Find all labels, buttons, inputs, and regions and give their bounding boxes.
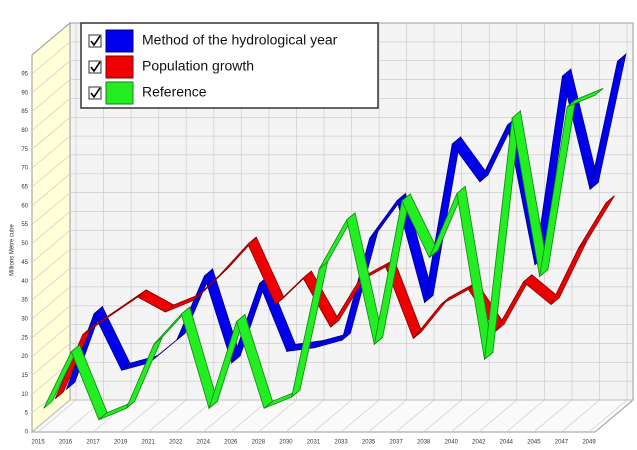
- x-tick-label: 2040: [445, 440, 459, 446]
- y-tick-label: 75: [21, 147, 28, 153]
- y-tick-label: 30: [21, 316, 28, 322]
- grid-line-vertical: [506, 23, 545, 433]
- grid-line: [31, 154, 633, 188]
- y-tick-label: 40: [21, 279, 28, 285]
- grid-line-vertical: [258, 23, 297, 433]
- y-tick-label: 90: [21, 90, 28, 96]
- ribbon-segment: [566, 88, 604, 108]
- grid-line-vertical: [313, 23, 352, 433]
- grid-line: [31, 399, 633, 433]
- y-tick-label: 60: [21, 203, 28, 209]
- y-tick-label: 50: [21, 241, 28, 247]
- grid-line-vertical: [120, 23, 160, 433]
- grid-line-vertical: [285, 23, 325, 433]
- x-tick-label: 2038: [417, 440, 431, 446]
- y-tick-label: 70: [21, 166, 28, 172]
- legend-label: Reference: [142, 84, 207, 100]
- x-tick-label: 2021: [142, 440, 156, 446]
- x-tick-label: 2037: [389, 440, 403, 446]
- y-tick-label: 95: [21, 71, 28, 77]
- legend-label: Population growth: [142, 58, 254, 74]
- legend-check: [90, 35, 101, 47]
- x-tick-label: 2022: [169, 440, 183, 446]
- y-tick-label: 15: [21, 373, 28, 379]
- grid-line: [31, 41, 633, 75]
- grid-line: [31, 248, 633, 282]
- legend-swatch: [105, 29, 134, 53]
- legend-label: Method of the hydrological year: [142, 32, 338, 48]
- ribbon-segment: [578, 195, 615, 249]
- axes: 0 5 10 15 20 25 30 35 40 45 50 55 60 65 70 75 80 85 90 95 20…: [21, 71, 596, 445]
- x-tick-label: 2026: [224, 440, 238, 446]
- grid-line-vertical: [368, 23, 407, 433]
- grid-line: [31, 305, 633, 339]
- grid-line-vertical: [65, 23, 104, 433]
- y-tick-label: 65: [21, 185, 28, 191]
- grid-line: [31, 60, 633, 93]
- y-tick-label: 0: [25, 430, 29, 436]
- x-tick-label: 2015: [31, 440, 45, 446]
- y-tick-label: 25: [21, 335, 28, 341]
- y-tick-label: 55: [21, 222, 28, 228]
- legend-check: [90, 87, 101, 99]
- x-tick-label: 2045: [527, 440, 541, 446]
- x-tick-label: 2049: [582, 440, 596, 446]
- grid-line: [31, 79, 633, 112]
- legend-check: [90, 61, 101, 73]
- grid-line: [31, 98, 633, 131]
- grid-line: [31, 173, 633, 207]
- grid-line: [31, 286, 633, 320]
- x-tick-label: 2028: [252, 440, 266, 446]
- x-tick-label: 2019: [114, 440, 128, 446]
- grid-line-vertical: [147, 23, 187, 433]
- x-tick-label: 2031: [307, 440, 321, 446]
- legend: Method of the hydrological year Populatio…: [80, 22, 379, 109]
- y-axis-label: Millions Mètre cube: [10, 223, 16, 275]
- y-tick-label: 20: [21, 354, 28, 360]
- y-tick-label: 85: [21, 109, 28, 115]
- grid-line-vertical: [37, 23, 77, 433]
- y-tick-label: 80: [21, 128, 28, 134]
- grid-line-vertical: [533, 23, 573, 433]
- x-tick-label: 2035: [362, 440, 376, 446]
- x-tick-label: 2047: [555, 440, 569, 446]
- grid-line: [31, 343, 633, 376]
- grid-line: [31, 324, 633, 357]
- grid-line: [31, 135, 633, 169]
- x-tick-label: 2044: [500, 440, 514, 446]
- x-tick-label: 2033: [334, 440, 348, 446]
- y-tick-label: 10: [21, 392, 28, 398]
- grid-line: [31, 116, 633, 150]
- grid-line-vertical: [203, 23, 242, 433]
- x-tick-label: 2042: [472, 440, 486, 446]
- grid-line: [31, 267, 633, 301]
- x-tick-label: 2017: [86, 440, 100, 446]
- grid-line-vertical: [588, 23, 628, 433]
- ribbons: [43, 53, 627, 421]
- x-tick-label: 2016: [59, 440, 73, 446]
- y-tick-label: 35: [21, 298, 28, 304]
- x-tick-label: 2030: [279, 440, 293, 446]
- grid-line-vertical: [395, 23, 435, 433]
- ribbon-segment: [589, 53, 627, 191]
- y-tick-label: 5: [25, 411, 29, 417]
- legend-swatch: [105, 55, 134, 79]
- grid-line-vertical: [451, 23, 490, 433]
- grid-line-vertical: [340, 23, 380, 433]
- y-tick-label: 45: [21, 260, 28, 266]
- legend-swatch: [105, 81, 134, 105]
- x-tick-label: 2024: [197, 440, 211, 446]
